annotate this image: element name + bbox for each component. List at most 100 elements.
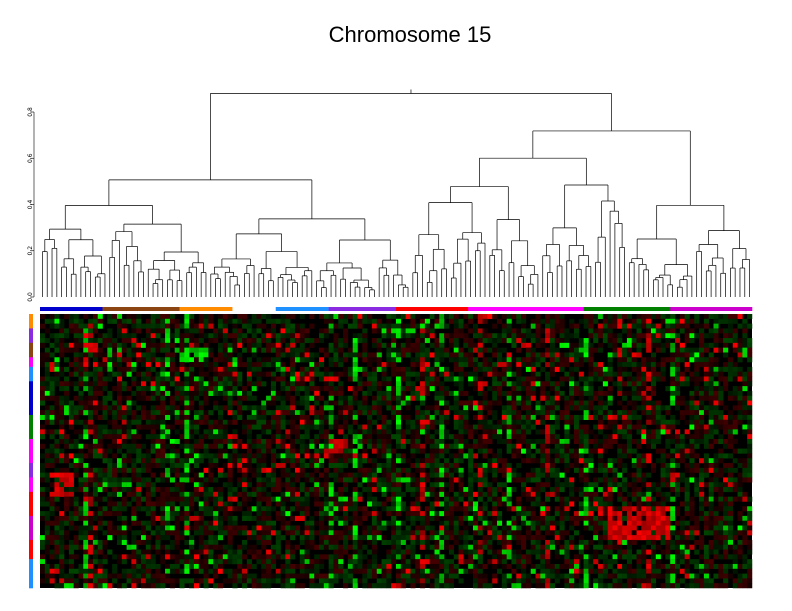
heatmap-cell: [242, 386, 248, 392]
heatmap-cell: [641, 472, 647, 478]
heatmap-cell: [699, 376, 705, 382]
heatmap-cell: [703, 390, 709, 396]
heatmap-cell: [299, 496, 305, 502]
heatmap-cell: [381, 395, 387, 401]
heatmap-cell: [136, 342, 142, 348]
heatmap-cell: [150, 482, 156, 488]
heatmap-cell: [208, 491, 214, 497]
heatmap-cell: [727, 362, 734, 368]
heatmap-cell: [703, 362, 709, 368]
heatmap-cell: [232, 438, 238, 445]
heatmap-cell: [477, 467, 483, 473]
heatmap-cell: [545, 362, 551, 368]
heatmap-cell: [420, 467, 426, 473]
heatmap-cell: [708, 357, 714, 363]
heatmap-cell: [73, 472, 79, 478]
heatmap-cell: [472, 400, 479, 406]
heatmap-cell: [285, 366, 291, 372]
heatmap-cell: [179, 323, 185, 329]
heatmap-cell: [429, 366, 435, 372]
heatmap-cell: [376, 323, 382, 329]
heatmap-cell: [588, 347, 594, 353]
heatmap-cell: [222, 429, 228, 435]
heatmap-cell: [338, 405, 344, 411]
heatmap-cell: [468, 506, 474, 512]
heatmap-cell: [319, 448, 325, 454]
heatmap-cell: [482, 381, 488, 387]
heatmap-cell: [694, 347, 700, 353]
heatmap-cell: [107, 371, 113, 377]
heatmap-cell: [275, 405, 281, 411]
heatmap-cell: [598, 342, 604, 348]
heatmap-cell: [631, 381, 637, 387]
heatmap-cell: [420, 338, 426, 344]
heatmap-cell: [569, 448, 575, 454]
heatmap-cell: [439, 347, 445, 353]
heatmap-cell: [708, 424, 714, 430]
heatmap-cell: [732, 429, 738, 435]
heatmap-cell: [198, 328, 204, 334]
heatmap-cell: [679, 381, 685, 387]
heatmap-cell: [650, 405, 657, 411]
heatmap-cell: [501, 410, 507, 416]
heatmap-cell: [362, 366, 368, 372]
heatmap-cell: [602, 463, 608, 469]
heatmap-cell: [381, 438, 387, 445]
heatmap-cell: [367, 376, 373, 382]
heatmap-cell: [602, 506, 608, 512]
heatmap-cell: [193, 419, 200, 425]
heatmap-cell: [694, 381, 700, 387]
heatmap-cell: [136, 390, 142, 396]
heatmap-cell: [145, 342, 151, 348]
heatmap-cell: [593, 395, 599, 401]
heatmap-cell: [723, 405, 729, 411]
heatmap-cell: [530, 414, 536, 421]
heatmap-cell: [314, 501, 320, 507]
heatmap-cell: [213, 496, 219, 502]
heatmap-cell: [694, 487, 700, 493]
heatmap-cell: [564, 448, 570, 454]
heatmap-cell: [497, 357, 503, 363]
heatmap-cell: [294, 352, 301, 358]
heatmap-cell: [723, 318, 729, 324]
heatmap-cell: [650, 328, 657, 334]
heatmap-cell: [261, 414, 267, 421]
heatmap-cell: [516, 371, 522, 377]
heatmap-cell: [131, 463, 137, 469]
heatmap-cell: [492, 333, 498, 339]
heatmap-cell: [549, 429, 556, 435]
heatmap-cell: [189, 318, 195, 324]
heatmap-cell: [675, 506, 681, 512]
heatmap-cell: [506, 501, 512, 507]
heatmap-cell: [203, 352, 209, 358]
heatmap-cell: [506, 400, 512, 406]
heatmap-cell: [213, 357, 219, 363]
heatmap-cell: [136, 314, 142, 320]
heatmap-cell: [607, 477, 613, 483]
heatmap-cell: [708, 386, 714, 392]
heatmap-cell: [136, 506, 142, 512]
heatmap-cell: [251, 487, 257, 493]
heatmap-cell: [338, 438, 344, 445]
heatmap-cell: [213, 362, 219, 368]
heatmap-cell: [727, 328, 734, 334]
heatmap-cell: [381, 477, 387, 483]
heatmap-cell: [314, 448, 320, 454]
heatmap-cell: [636, 328, 642, 334]
heatmap-cell: [650, 333, 657, 339]
heatmap-cell: [626, 434, 632, 440]
heatmap-cell: [708, 482, 714, 488]
heatmap-cell: [97, 472, 103, 478]
heatmap-cell: [371, 410, 378, 416]
heatmap-cell: [641, 410, 647, 416]
heatmap-cell: [400, 333, 406, 339]
heatmap-cell: [97, 318, 103, 324]
heatmap-cell: [343, 366, 349, 372]
heatmap-cell: [703, 366, 709, 372]
heatmap-cell: [684, 338, 690, 344]
heatmap-cell: [218, 410, 224, 416]
heatmap-cell: [121, 472, 127, 478]
heatmap-cell: [136, 453, 142, 459]
heatmap-cell: [73, 333, 79, 339]
heatmap-cell: [429, 463, 435, 469]
